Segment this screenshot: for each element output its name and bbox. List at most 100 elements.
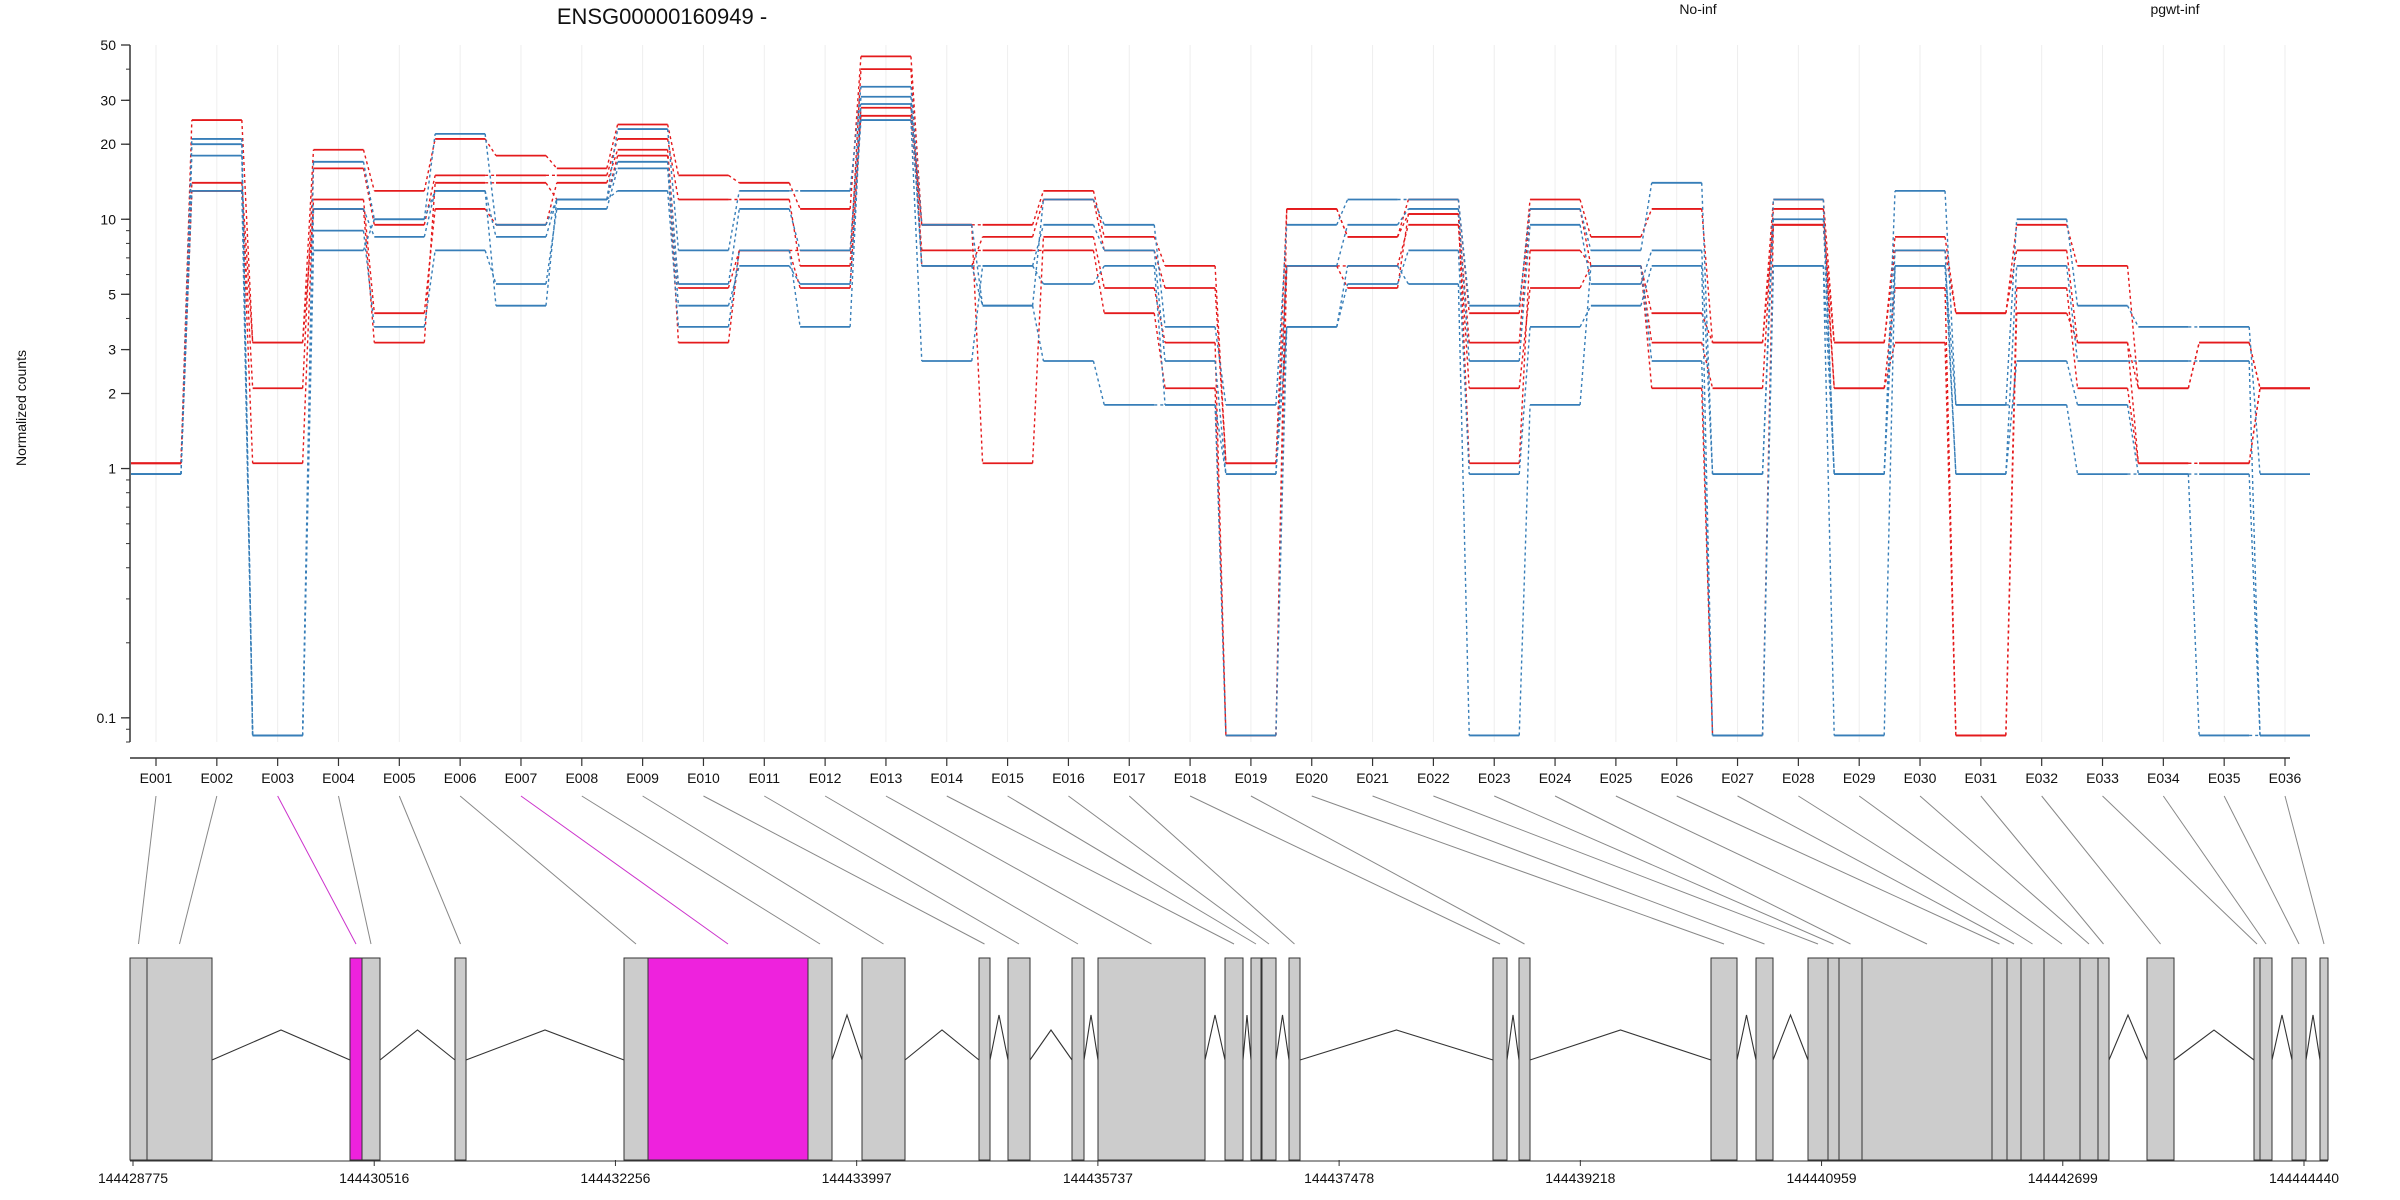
exon-connector [2102, 795, 2258, 945]
series-connector [1701, 388, 1714, 736]
exon-connector [398, 795, 461, 945]
series-connector [1153, 224, 1166, 327]
series-connector [423, 175, 436, 225]
x-tick-label: E025 [1600, 770, 1633, 786]
exon-connector [581, 795, 821, 945]
x-tick-label: E013 [870, 770, 903, 786]
series-connector [1457, 283, 1470, 736]
series-connector [484, 190, 497, 238]
intron [211, 1029, 351, 1061]
x-tick-label: E010 [687, 770, 720, 786]
exon-connector [946, 795, 1235, 945]
series-connector [362, 208, 376, 343]
series-connector [2065, 219, 2079, 306]
x-tick-label: E022 [1417, 770, 1450, 786]
series-connector [1214, 360, 1227, 475]
series-connector [1944, 265, 1957, 405]
series-connector [1701, 312, 1714, 343]
exon-E008 [807, 957, 833, 1161]
series-connector [1701, 208, 1714, 343]
series-connector [849, 103, 862, 327]
series-connector [1396, 224, 1410, 267]
coordinate-label: 144435737 [1063, 1170, 1133, 1186]
exon-E026 [1991, 957, 2008, 1161]
series-connector [606, 161, 619, 200]
coordinate-label: 144428775 [98, 1170, 168, 1186]
x-tick-label: E023 [1478, 770, 1511, 786]
x-tick-label: E033 [2086, 770, 2119, 786]
series-connector [1579, 265, 1592, 405]
series-connector [606, 124, 619, 169]
intron [1242, 1014, 1252, 1061]
series-connector [545, 182, 558, 225]
series-connector [1092, 199, 1105, 251]
coordinate-label: 144440959 [1787, 1170, 1857, 1186]
x-tick-label: E007 [505, 770, 538, 786]
series-connector [606, 190, 619, 201]
y-tick-label: 0.1 [97, 710, 117, 726]
x-tick-label: E017 [1113, 770, 1146, 786]
series-connector [1336, 224, 1349, 267]
x-tick-label: E034 [2147, 770, 2180, 786]
series-no_inf-0 [131, 55, 2310, 465]
intron [2108, 1013, 2148, 1061]
series-connector [2066, 224, 2079, 267]
series-connector [971, 236, 984, 267]
series-connector [788, 199, 801, 267]
exon-E034 [2259, 957, 2273, 1161]
series-connector [362, 168, 376, 225]
x-tick-label: E024 [1539, 770, 1572, 786]
series-pgwt_inf-6 [131, 119, 2310, 737]
exon-E009 [861, 957, 906, 1161]
exon-E025 [1861, 957, 1993, 1161]
series-connector [1518, 199, 1531, 314]
series-connector [180, 190, 193, 475]
series-connector [1396, 213, 1410, 289]
x-tick-label: E012 [809, 770, 842, 786]
series-connector [1214, 326, 1227, 406]
series-connector [2005, 265, 2018, 475]
exon-connector [824, 795, 1079, 945]
y-axis-label: Normalized counts [13, 350, 29, 466]
series-connector [788, 208, 801, 251]
series-connector [1640, 182, 1653, 251]
series-connector [423, 133, 436, 220]
series-connector [2005, 219, 2018, 405]
series-connector [1518, 208, 1531, 306]
series-connector [2065, 265, 2079, 362]
intron [1275, 1014, 1290, 1061]
intron [1083, 1014, 1099, 1061]
series-connector [1153, 250, 1166, 289]
series-connector [1275, 208, 1288, 736]
series-connector [545, 199, 558, 306]
series-connector [1579, 199, 1592, 238]
exon-connector [179, 795, 218, 945]
intron [831, 1013, 863, 1061]
exon-connector [1554, 795, 1851, 945]
series-connector [423, 190, 436, 238]
series-connector [727, 190, 740, 251]
series-connector [180, 155, 193, 475]
series-connector [2126, 342, 2140, 464]
exon-connector [2162, 795, 2267, 945]
series-connector [1031, 199, 1045, 306]
intron [379, 1029, 456, 1061]
series-connector [788, 250, 801, 327]
series-connector [2066, 312, 2079, 343]
exon-connector [1615, 795, 1928, 945]
series-connector [301, 208, 315, 343]
series-connector [1275, 265, 1288, 475]
series-connector [1944, 250, 1957, 314]
exon-connector [642, 795, 884, 945]
exon-E022 [1807, 957, 1829, 1161]
x-tick-label: E014 [930, 770, 963, 786]
x-tick-label: E027 [1721, 770, 1754, 786]
series-connector [2187, 342, 2200, 389]
series-connector [2248, 326, 2261, 475]
series-connector [1518, 287, 1531, 389]
series-connector [545, 182, 558, 200]
series-connector [1701, 360, 1714, 736]
series-connector [910, 86, 923, 225]
series-connector [1214, 404, 1227, 736]
